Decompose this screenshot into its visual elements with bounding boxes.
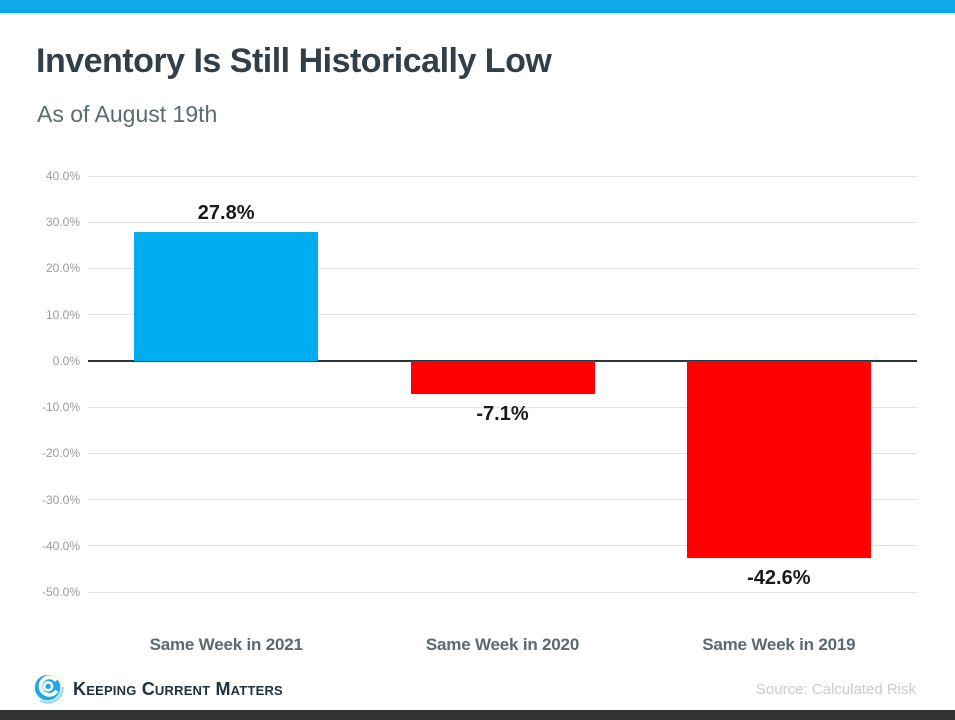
gridline: [88, 221, 917, 223]
y-tick-label: -30.0%: [41, 492, 80, 507]
gridline: [88, 591, 917, 593]
gridline: [88, 314, 917, 316]
gridline: [88, 499, 917, 501]
y-tick-label: 20.0%: [45, 261, 80, 276]
bar-same-week-in-2019: [686, 360, 871, 558]
bar-chart: 40.0% 30.0% 20.0% 10.0% 0.0% -10.0% -20.0% -30.…: [0, 160, 955, 660]
y-tick-label: -40.0%: [41, 538, 80, 553]
y-tick-label: 10.0%: [45, 307, 80, 322]
kcm-logo-text: Keeping Current Matters: [73, 679, 283, 699]
kcm-logo: Keeping Current Matters: [33, 673, 283, 704]
bar-same-week-in-2020: [410, 360, 595, 394]
gridline: [88, 406, 917, 408]
gridline: [88, 545, 917, 547]
category-label-same-week-in-2019: Same Week in 2019: [702, 635, 856, 654]
category-label-same-week-in-2021: Same Week in 2021: [149, 635, 303, 654]
bar-value-label: 27.8%: [197, 202, 255, 225]
bottom-accent-bar: [0, 710, 955, 720]
kcm-swirl-icon: [34, 674, 64, 704]
y-tick-label: -50.0%: [41, 585, 80, 599]
gridline: [88, 267, 917, 269]
gridline: [88, 175, 917, 177]
y-tick-label: -10.0%: [41, 400, 80, 415]
page-title: Inventory Is Still Historically Low: [36, 42, 552, 80]
top-accent-bar: [0, 0, 955, 13]
y-tick-label: 30.0%: [45, 215, 80, 230]
y-tick-label: -20.0%: [41, 446, 80, 461]
gridline: [88, 452, 917, 454]
bar-value-label: -7.1%: [476, 402, 529, 425]
page-subtitle: As of August 19th: [37, 101, 218, 127]
category-label-same-week-in-2020: Same Week in 2020: [425, 635, 580, 654]
y-tick-label: 0.0%: [52, 353, 80, 368]
bar-value-label: -42.6%: [747, 566, 811, 589]
y-tick-label: 40.0%: [45, 169, 80, 183]
bar-same-week-in-2021: [134, 232, 319, 361]
source-credit: Source: Calculated Risk: [755, 681, 916, 698]
